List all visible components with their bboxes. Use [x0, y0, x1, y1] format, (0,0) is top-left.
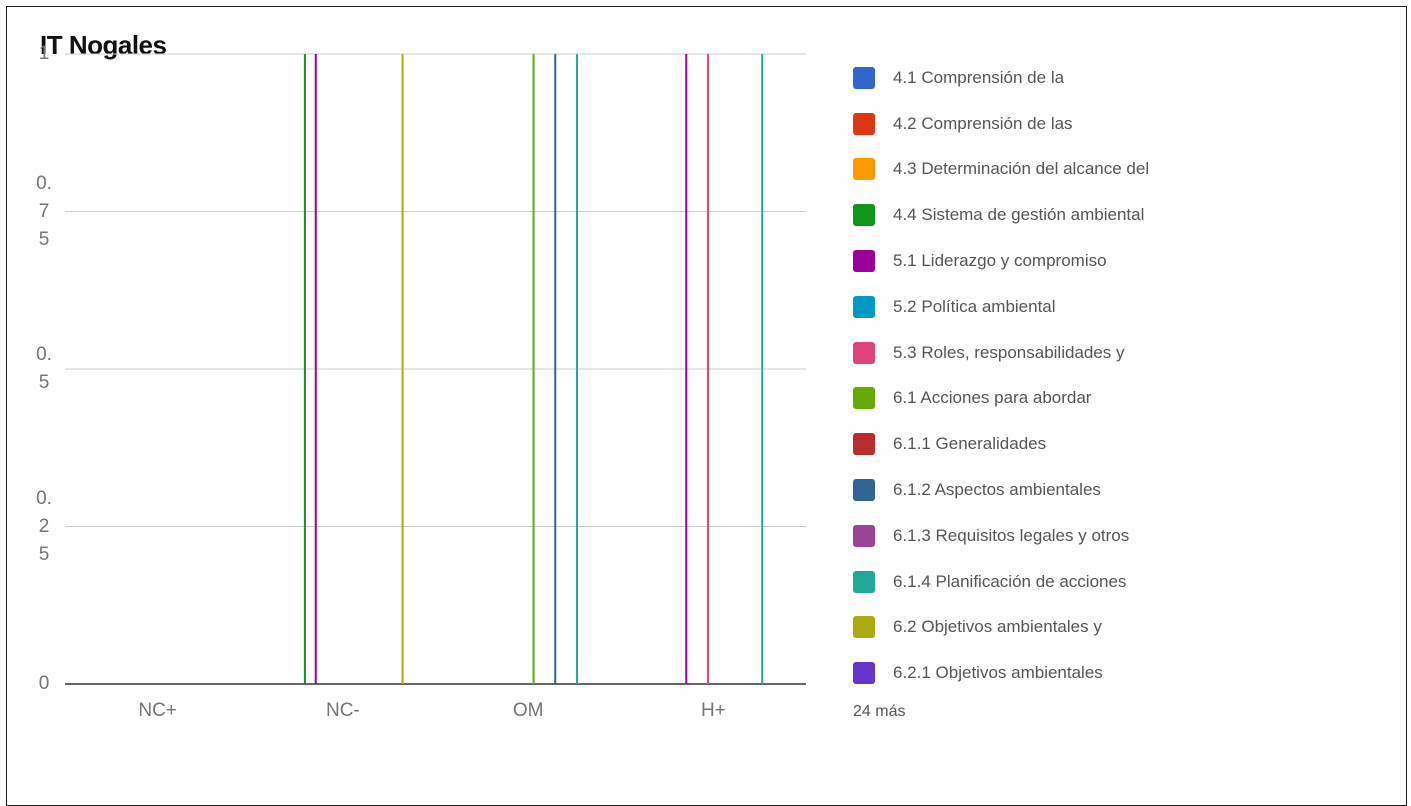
legend-item[interactable]: 4.4 Sistema de gestión ambiental	[853, 192, 1149, 238]
legend-label: 6.2 Objetivos ambientales y	[893, 617, 1102, 637]
legend-label: 4.1 Comprensión de la	[893, 67, 1065, 87]
y-tick-label: 0. 5	[36, 344, 52, 393]
legend-label: 6.1.1 Generalidades	[893, 434, 1047, 454]
legend-label: 4.4 Sistema de gestión ambiental	[893, 205, 1145, 225]
legend-label: 6.1.2 Aspectos ambientales	[893, 480, 1101, 500]
legend-label: 6.1.3 Requisitos legales y otros	[893, 525, 1130, 545]
legend-swatch	[853, 433, 875, 456]
legend-swatch	[853, 341, 875, 364]
legend-swatch	[853, 66, 875, 89]
y-tick-label: 0. 7 5	[36, 172, 52, 250]
legend-swatch	[853, 387, 875, 410]
x-tick-label: H+	[700, 700, 726, 721]
legend-item[interactable]: 6.2 Objetivos ambientales y	[853, 605, 1149, 651]
legend-label: 6.1.4 Planificación de acciones	[893, 571, 1127, 591]
legend-swatch	[853, 295, 875, 318]
legend-item[interactable]: 5.1 Liderazgo y compromiso	[853, 238, 1149, 284]
chart-title: IT Nogales	[40, 30, 167, 60]
legend-item[interactable]: 6.1 Acciones para abordar	[853, 376, 1149, 422]
legend-swatch	[853, 112, 875, 135]
legend-swatch	[853, 158, 875, 181]
x-tick-label: NC+	[138, 700, 177, 721]
x-tick-label: OM	[512, 700, 544, 721]
y-tick-label: 0. 2 5	[36, 487, 52, 565]
legend-item[interactable]: 4.2 Comprensión de las	[853, 101, 1149, 147]
legend-item[interactable]: 4.3 Determinación del alcance del	[853, 147, 1149, 193]
legend-swatch	[853, 616, 875, 639]
y-tick-label: 0	[38, 673, 50, 694]
legend-label: 4.3 Determinación del alcance del	[893, 159, 1150, 179]
legend-item[interactable]: 6.1.1 Generalidades	[853, 421, 1149, 467]
legend-label: 5.2 Política ambiental	[893, 296, 1056, 316]
legend-item[interactable]: 6.1.4 Planificación de acciones	[853, 559, 1149, 605]
y-tick-label: 1	[38, 43, 50, 64]
plot-area	[65, 53, 806, 685]
legend-item[interactable]: 5.3 Roles, responsabilidades y	[853, 330, 1149, 376]
legend-swatch	[853, 662, 875, 685]
legend-more-link[interactable]: 24 más	[853, 703, 906, 720]
legend-item[interactable]: 5.2 Política ambiental	[853, 284, 1149, 330]
legend-swatch	[853, 570, 875, 593]
legend-item[interactable]: 6.1.3 Requisitos legales y otros	[853, 513, 1149, 559]
legend-item[interactable]: 6.2.1 Objetivos ambientales	[853, 650, 1149, 696]
legend-item[interactable]: 6.1.2 Aspectos ambientales	[853, 467, 1149, 513]
legend-swatch	[853, 479, 875, 502]
legend-swatch	[853, 204, 875, 227]
x-tick-label: NC-	[325, 700, 360, 721]
legend-swatch	[853, 524, 875, 547]
legend-label: 5.1 Liderazgo y compromiso	[893, 251, 1107, 271]
legend-label: 6.1 Acciones para abordar	[893, 388, 1092, 408]
legend-label: 5.3 Roles, responsabilidades y	[893, 342, 1125, 362]
legend-item[interactable]: 4.1 Comprensión de la	[853, 55, 1149, 101]
legend-swatch	[853, 250, 875, 273]
legend-label: 6.2.1 Objetivos ambientales	[893, 663, 1103, 683]
legend: 4.1 Comprensión de la 4.2 Comprensión de …	[853, 55, 1149, 696]
legend-label: 4.2 Comprensión de las	[893, 113, 1073, 133]
